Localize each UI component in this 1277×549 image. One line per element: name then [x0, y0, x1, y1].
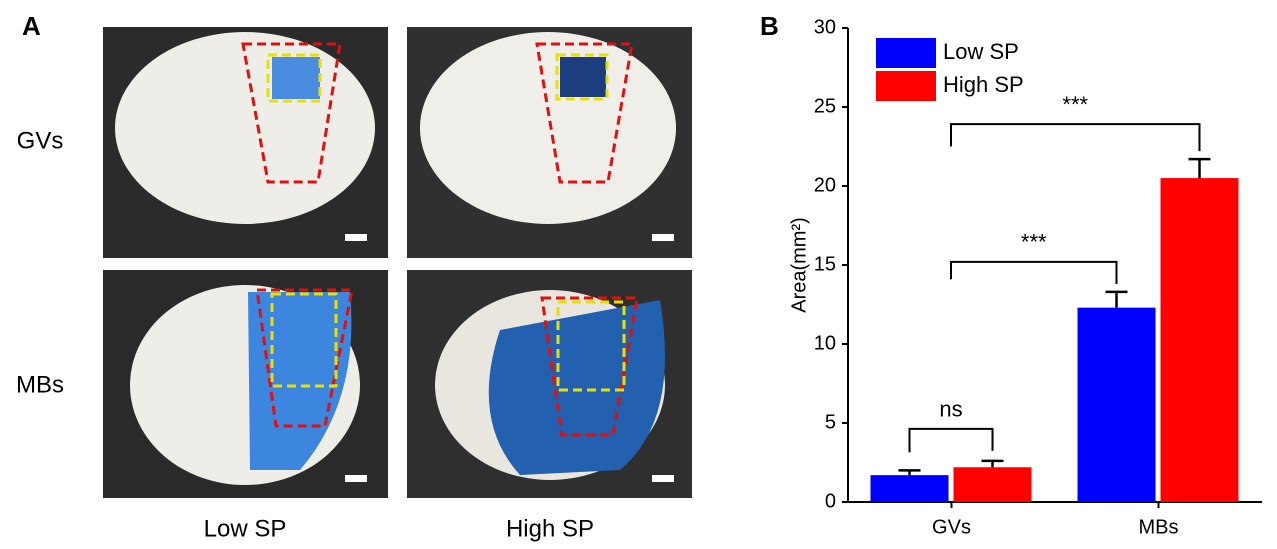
y-tick-label: 15 [814, 253, 836, 275]
bar [1077, 307, 1156, 502]
bar [870, 475, 949, 502]
y-tick-label: 5 [825, 411, 836, 433]
bracket [950, 260, 1118, 284]
error-bar [898, 469, 921, 476]
y-tick-label: 10 [814, 332, 836, 354]
y-tick-label: 25 [814, 95, 836, 117]
error-bar [1105, 290, 1128, 308]
error-bar [1188, 157, 1211, 179]
y-tick-label: 20 [814, 174, 836, 196]
annotation: ns [939, 397, 962, 422]
bracket [908, 427, 994, 453]
bracket [950, 123, 1201, 152]
panel-label: B [760, 11, 779, 41]
error-bar [981, 459, 1004, 468]
row-label: MBs [16, 371, 64, 398]
y-axis-label: Area(mm²) [788, 217, 810, 313]
x-tick-label: MBs [1139, 516, 1179, 538]
annotation: *** [1021, 230, 1047, 255]
y-tick-label: 30 [814, 16, 836, 38]
annotation: *** [1062, 92, 1088, 117]
legend-swatch [876, 71, 936, 101]
column-label: High SP [506, 515, 594, 542]
row-label: GVs [17, 127, 64, 154]
photo [103, 27, 388, 258]
photo [103, 270, 388, 498]
legend-swatch [876, 38, 936, 68]
column-label: Low SP [204, 515, 287, 542]
legend-label: Low SP [943, 39, 1019, 64]
legend-label: High SP [943, 72, 1024, 97]
bar [953, 467, 1032, 502]
panel-label: A [22, 11, 41, 41]
x-tick-label: GVs [932, 516, 971, 538]
photo [407, 270, 692, 498]
photo [407, 27, 692, 258]
bar [1160, 178, 1239, 502]
y-tick-label: 0 [825, 490, 836, 512]
